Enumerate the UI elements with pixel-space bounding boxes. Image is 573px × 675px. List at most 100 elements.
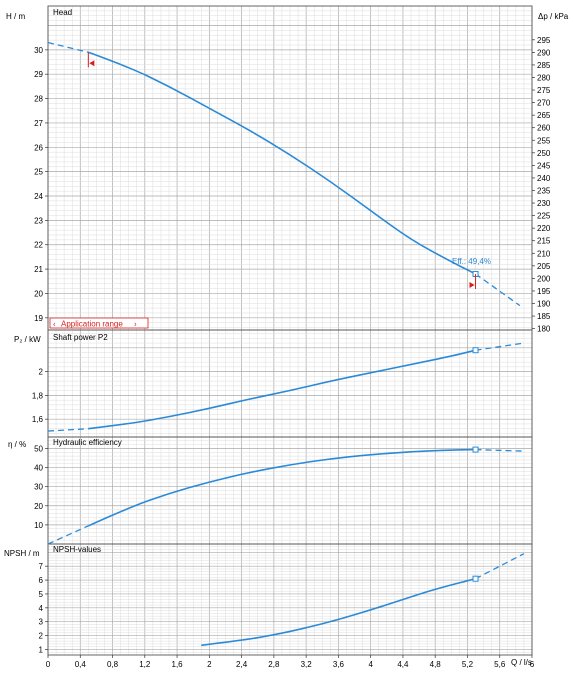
y-tick-label: 1,8 — [32, 391, 44, 400]
y2-tick-label: 185 — [537, 312, 551, 321]
y2-tick-label: 230 — [537, 199, 551, 208]
y-tick-label: 19 — [34, 314, 43, 323]
curves-layer — [47, 41, 525, 647]
curve-extension-left — [47, 41, 89, 53]
head-axis-label: H / m — [6, 12, 25, 21]
y2-tick-label: 215 — [537, 237, 551, 246]
application-range-label: Application range — [61, 320, 123, 329]
x-tick-label: 4,8 — [430, 660, 442, 669]
y2-tick-label: 270 — [537, 99, 551, 108]
duty-point-marker — [472, 575, 479, 582]
application-range-box: ‹ Application range › — [49, 317, 149, 329]
curve-extension-right — [475, 553, 525, 580]
efficiency-panel-title: Hydraulic efficiency — [53, 438, 122, 447]
y2-tick-label: 290 — [537, 48, 551, 57]
efficiency-annotation: Eff.: 49,4% — [452, 257, 491, 266]
x-tick-label: 4 — [368, 660, 373, 669]
y-tick-label: 4 — [39, 604, 44, 613]
power-axis-label: P₂ / kW — [14, 335, 41, 344]
head-panel-title: Head — [53, 8, 72, 17]
y-tick-label: 2 — [39, 368, 44, 377]
x-tick-label: 4,4 — [397, 660, 409, 669]
x-tick-label: 0,8 — [107, 660, 119, 669]
application-range-label-arrow: ‹ — [53, 320, 56, 329]
y2-tick-label: 200 — [537, 274, 551, 283]
y-tick-label: 27 — [34, 119, 43, 128]
y-tick-label: 24 — [34, 192, 43, 201]
y2-tick-label: 240 — [537, 174, 551, 183]
y-tick-label: 3 — [39, 618, 44, 627]
y2-tick-label: 195 — [537, 287, 551, 296]
y-tick-label: 30 — [34, 46, 43, 55]
y2-tick-label: 265 — [537, 111, 551, 120]
panel-frame — [47, 543, 533, 656]
y2-tick-label: 255 — [537, 136, 551, 145]
power-panel-title: Shaft power P2 — [53, 333, 108, 342]
x-tick-label: 2,8 — [268, 660, 280, 669]
y2-tick-label: 190 — [537, 300, 551, 309]
y2-tick-label: 225 — [537, 212, 551, 221]
x-tick-label: 0 — [46, 660, 51, 669]
y2-tick-label: 205 — [537, 262, 551, 271]
grid-layer — [47, 5, 533, 656]
y-tick-label: 2 — [39, 632, 44, 641]
x-tick-label: 5,2 — [462, 660, 474, 669]
y2-tick-label: 210 — [537, 249, 551, 258]
y2-tick-label: 235 — [537, 186, 551, 195]
y-tick-label: 22 — [34, 241, 43, 250]
y2-tick-label: 275 — [537, 86, 551, 95]
flow-axis-label: Q / l/s — [511, 658, 532, 667]
x-tick-label: 3,2 — [301, 660, 313, 669]
x-tick-label: 0,4 — [75, 660, 87, 669]
panel-frames — [45, 5, 535, 658]
application-range-arrow — [469, 281, 475, 288]
y-tick-label: 50 — [34, 444, 43, 453]
power-curve — [88, 349, 476, 430]
x-tick-label: 5,6 — [494, 660, 506, 669]
y-tick-label: 10 — [34, 521, 43, 530]
application-range-label-arrow-right: › — [134, 320, 137, 329]
y2-tick-label: 295 — [537, 36, 551, 45]
npsh-axis-label: NPSH / m — [4, 549, 40, 558]
y-tick-label: 28 — [34, 95, 43, 104]
y-tick-label: 26 — [34, 143, 43, 152]
npsh-curve — [201, 577, 476, 647]
y-tick-label: 29 — [34, 70, 43, 79]
curve-extension-right — [475, 273, 521, 307]
y-tick-label: 1 — [39, 645, 44, 654]
y-tick-label: 21 — [34, 265, 43, 274]
x-tick-label: 1,6 — [172, 660, 184, 669]
y-tick-label: 5 — [39, 590, 44, 599]
application-range-arrow — [89, 60, 95, 67]
y-tick-label: 6 — [39, 576, 44, 585]
y2-tick-label: 280 — [537, 73, 551, 82]
curve-extension-left — [47, 428, 89, 432]
efficiency-curve — [88, 448, 476, 527]
x-tick-label: 2 — [207, 660, 212, 669]
y-tick-label: 20 — [34, 289, 43, 298]
x-tick-label: 3,6 — [333, 660, 345, 669]
head-curve — [88, 51, 476, 275]
y2-tick-label: 180 — [537, 325, 551, 334]
x-tick-label: 2,4 — [236, 660, 248, 669]
y2-tick-label: 260 — [537, 124, 551, 133]
curve-extension-right — [475, 448, 524, 452]
duty-point-marker — [472, 446, 479, 453]
y2-tick-label: 285 — [537, 61, 551, 70]
x-tick-label: 6 — [530, 660, 535, 669]
y-tick-label: 25 — [34, 168, 43, 177]
pressure-axis-label: Δp / kPa — [538, 12, 569, 21]
x-tick-label: 1,2 — [139, 660, 151, 669]
y2-tick-label: 220 — [537, 224, 551, 233]
curve-extension-left — [47, 525, 89, 545]
y-tick-label: 20 — [34, 502, 43, 511]
y-tick-label: 30 — [34, 483, 43, 492]
duty-point-marker — [472, 347, 479, 354]
npsh-panel-title: NPSH-values — [53, 545, 101, 554]
y-tick-label: 40 — [34, 464, 43, 473]
efficiency-axis-label: η / % — [8, 440, 26, 449]
y2-tick-label: 245 — [537, 161, 551, 170]
labels-layer: 1920212223242526272829301801851901952002… — [32, 36, 551, 669]
y2-tick-label: 250 — [537, 149, 551, 158]
